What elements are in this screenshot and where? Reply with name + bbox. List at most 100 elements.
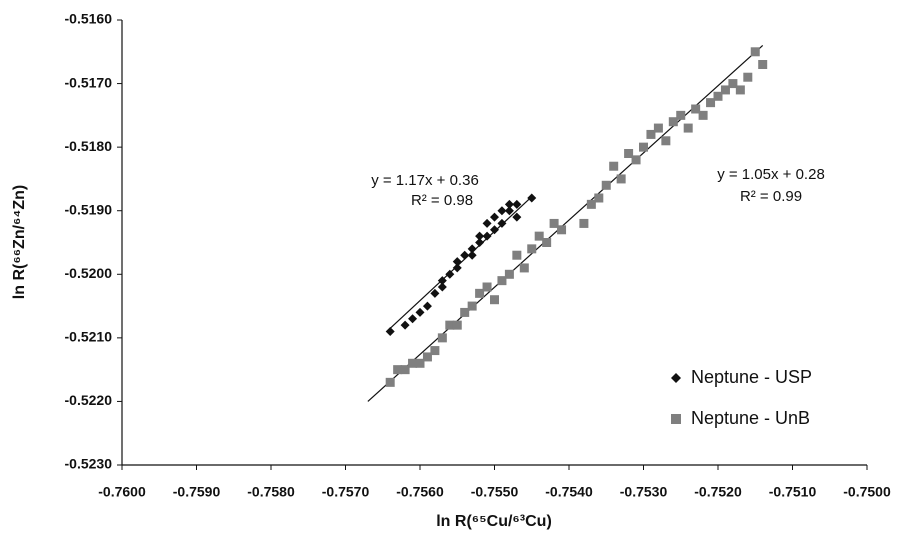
point: [385, 377, 395, 387]
point: [467, 301, 477, 311]
point: [437, 282, 447, 292]
point: [646, 129, 656, 139]
point: [504, 206, 514, 216]
point: [437, 276, 447, 286]
point: [668, 117, 678, 127]
x-tick-label: -0.7580: [247, 484, 295, 500]
point: [758, 60, 768, 69]
x-tick-label: -0.7530: [620, 484, 668, 500]
point: [609, 161, 619, 171]
point: [691, 104, 701, 114]
point: [735, 85, 745, 95]
point: [385, 327, 395, 336]
point: [639, 142, 648, 152]
point: [594, 193, 604, 203]
x-tick-label: -0.7560: [396, 484, 444, 500]
y-tick-label: -0.5230: [65, 456, 113, 472]
y-tick-label: -0.5180: [65, 138, 113, 154]
point: [497, 206, 507, 216]
x-tick-label: -0.7550: [471, 484, 519, 500]
point: [415, 307, 425, 317]
x-tick-label: -0.7510: [769, 484, 817, 500]
point: [475, 231, 485, 241]
point: [430, 346, 440, 356]
legend-label: Neptune - USP: [691, 367, 812, 387]
x-tick-label: -0.7590: [173, 484, 221, 500]
x-tick-label: -0.7540: [545, 484, 593, 500]
trendline: [389, 196, 533, 329]
point: [713, 91, 723, 101]
point: [490, 225, 499, 235]
point: [415, 358, 425, 368]
point: [452, 257, 462, 267]
point: [676, 110, 686, 120]
point: [728, 79, 738, 89]
point: [422, 301, 432, 311]
y-tick-label: -0.5220: [65, 392, 113, 408]
point: [512, 212, 522, 222]
point: [497, 276, 507, 286]
point: [445, 320, 455, 330]
y-tick-label: -0.5170: [65, 74, 113, 90]
x-axis-label: ln R(⁶⁵Cu/⁶³Cu): [436, 513, 552, 530]
point: [579, 218, 589, 228]
x-tick-label: -0.7520: [694, 484, 742, 500]
point: [393, 365, 403, 375]
point: [698, 110, 708, 120]
y-axis-label: ln R(⁶⁶Zn/⁶⁴Zn): [11, 185, 28, 299]
point: [706, 98, 716, 108]
point: [467, 244, 477, 254]
y-tick-label: -0.5160: [65, 11, 113, 27]
point: [750, 47, 760, 57]
point: [452, 263, 462, 273]
point: [504, 269, 514, 279]
point: [720, 85, 730, 95]
annotation-equation: y = 1.17x + 0.36: [371, 172, 479, 189]
point: [437, 333, 447, 343]
y-tick-label: -0.5210: [65, 329, 113, 345]
point: [512, 199, 522, 209]
point: [482, 231, 492, 241]
annotation-r2: R² = 0.99: [740, 188, 802, 205]
legend-marker: [671, 414, 681, 424]
point: [512, 250, 522, 260]
point: [527, 244, 537, 254]
y-tick-label: -0.5190: [65, 201, 113, 217]
point: [743, 72, 753, 82]
point: [527, 193, 537, 203]
point: [557, 225, 567, 235]
x-tick-label: -0.7600: [98, 484, 146, 500]
point: [460, 250, 470, 260]
point: [534, 231, 544, 241]
point: [408, 358, 418, 368]
x-tick-label: -0.7570: [322, 484, 370, 500]
legend-label: Neptune - UnB: [691, 408, 810, 428]
point: [586, 199, 596, 209]
point: [475, 288, 485, 298]
point: [631, 155, 641, 165]
x-tick-label: -0.7500: [843, 484, 891, 500]
legend-marker: [671, 373, 681, 383]
annotation-r2: R² = 0.98: [411, 192, 473, 209]
point: [430, 288, 440, 298]
point: [452, 320, 462, 330]
point: [616, 174, 626, 184]
point: [601, 180, 611, 190]
point: [661, 136, 671, 146]
point: [490, 212, 499, 222]
point: [460, 307, 470, 317]
point: [519, 263, 529, 273]
point: [549, 218, 559, 228]
point: [408, 314, 418, 324]
annotation-equation: y = 1.05x + 0.28: [717, 166, 825, 183]
point: [445, 269, 455, 279]
y-tick-label: -0.5200: [65, 265, 113, 281]
point: [482, 282, 492, 292]
point: [542, 238, 552, 247]
point: [624, 149, 634, 158]
point: [400, 320, 410, 330]
trendline: [367, 44, 764, 402]
point: [490, 295, 499, 305]
